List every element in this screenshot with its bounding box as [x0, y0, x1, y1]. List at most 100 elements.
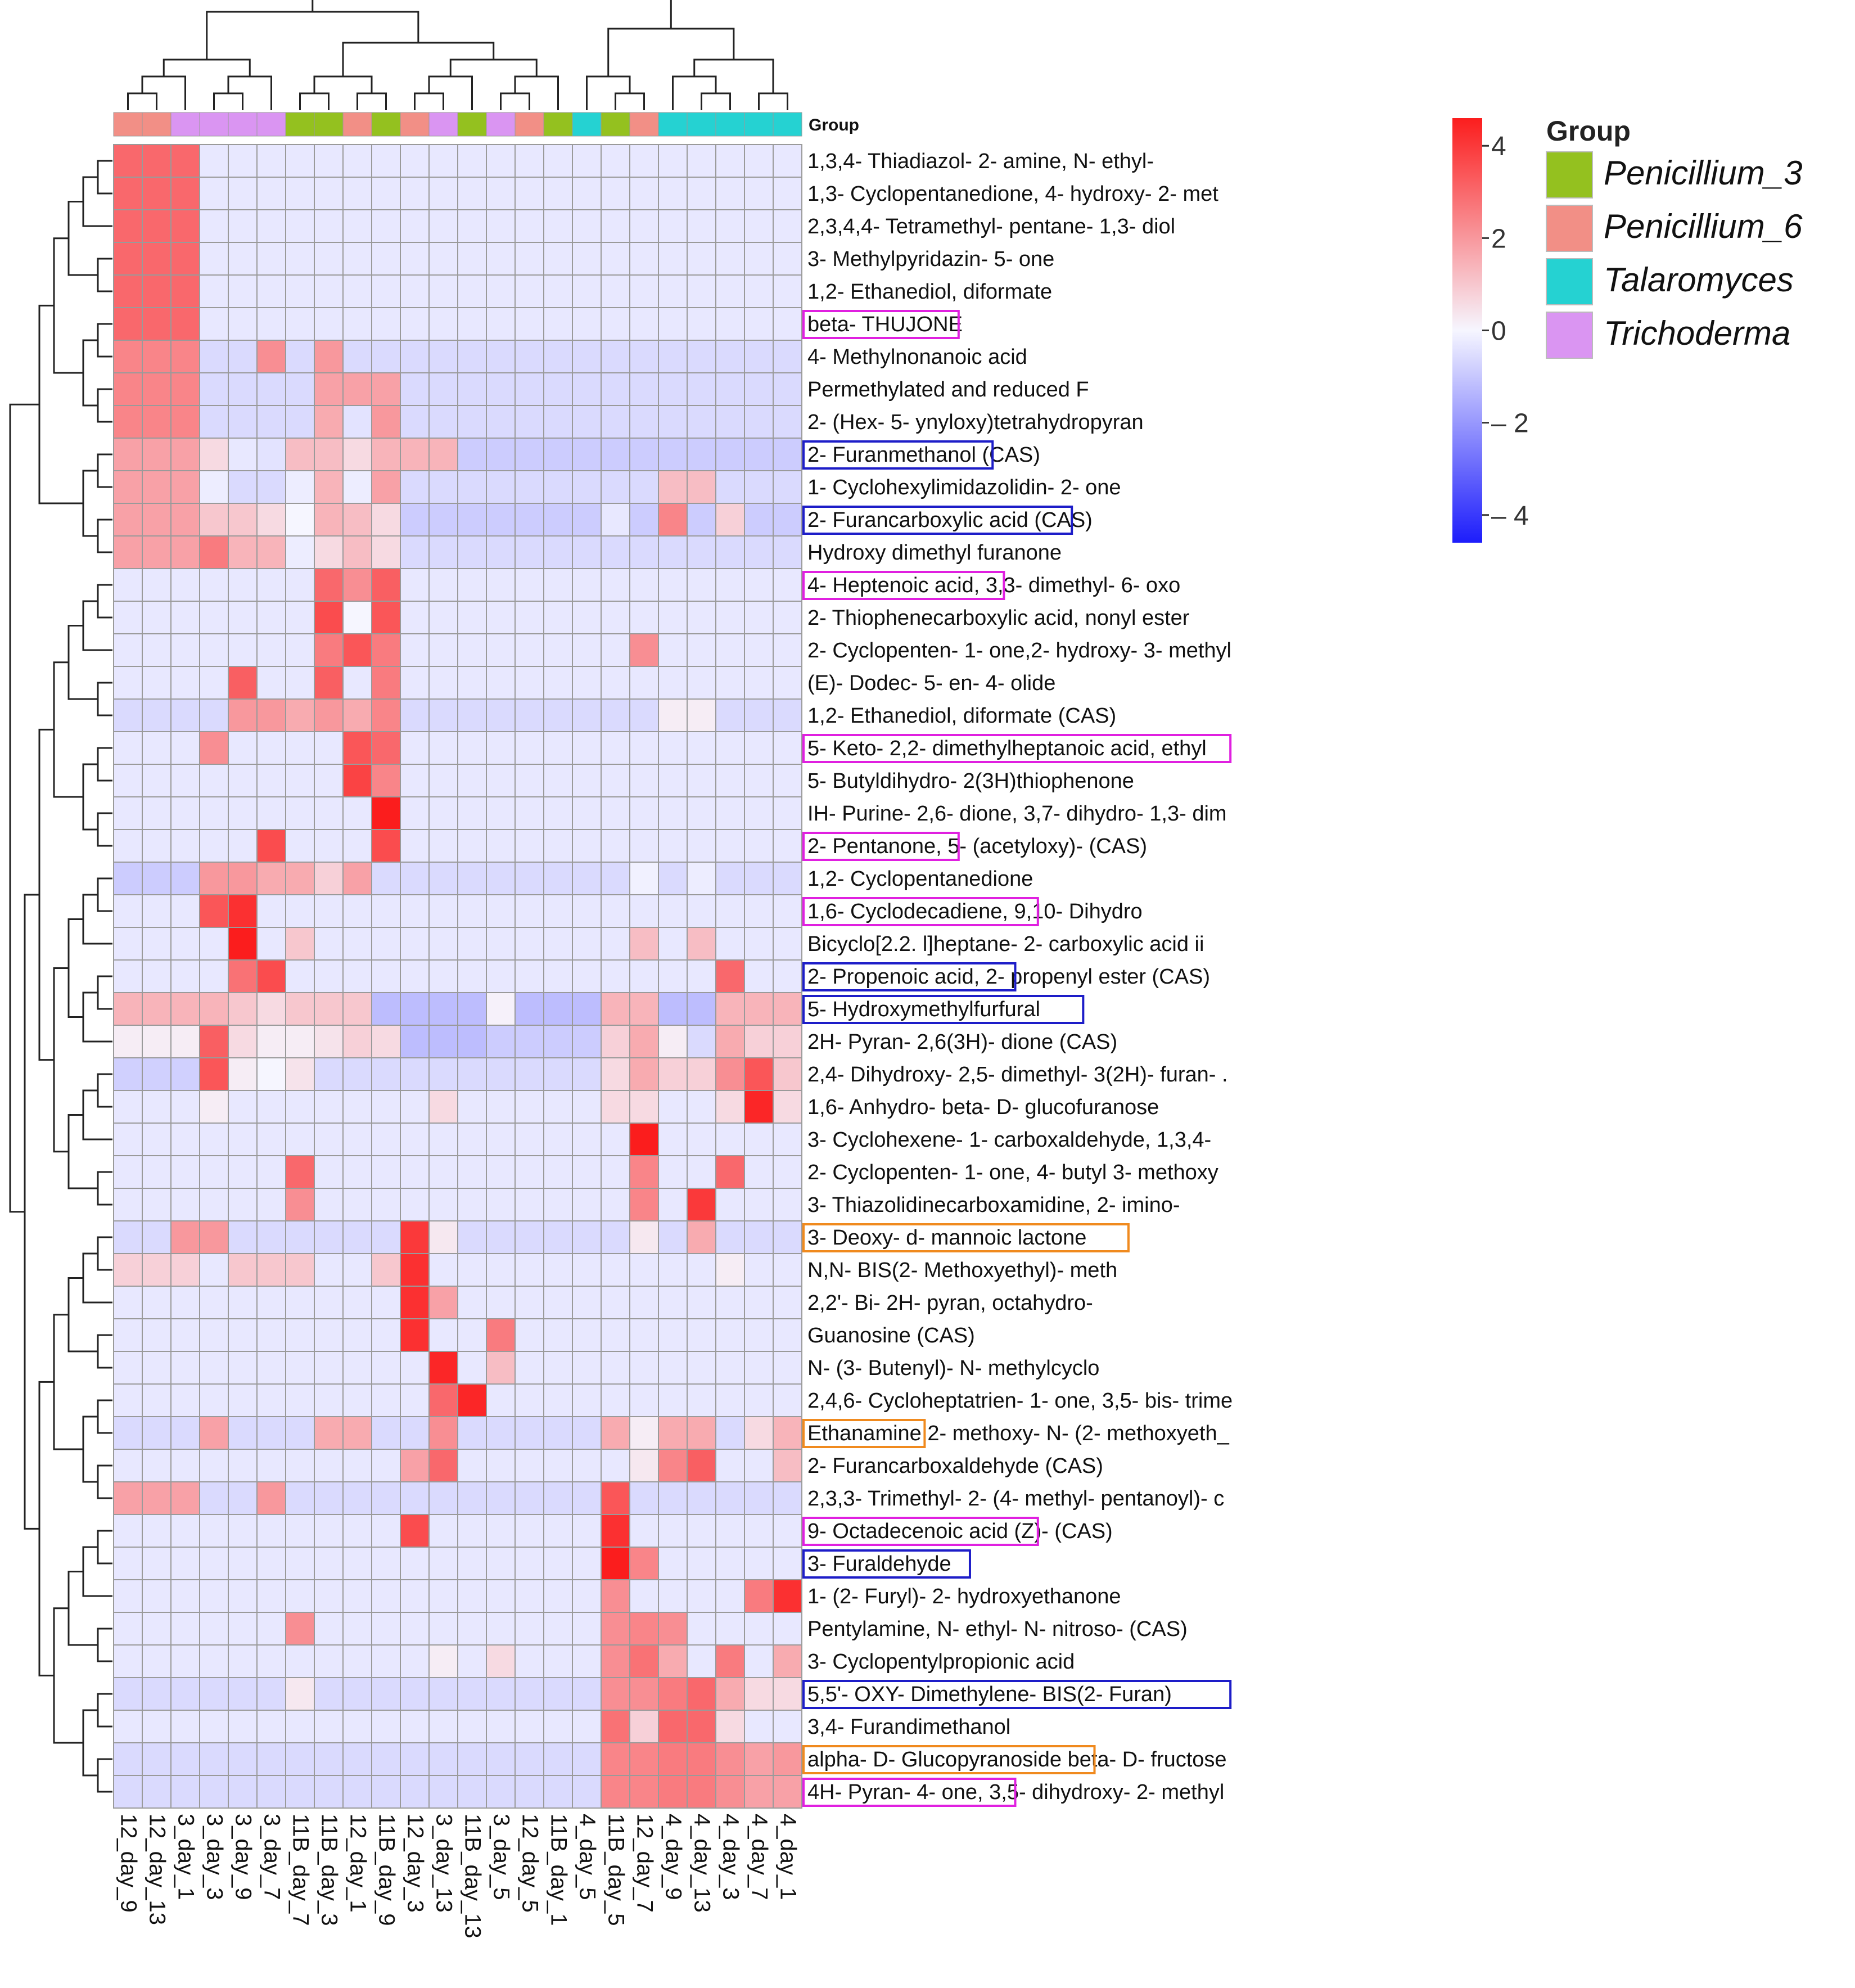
- heatmap-cell: [658, 1677, 688, 1711]
- heatmap-cell: [773, 1579, 802, 1613]
- heatmap-cell: [199, 503, 229, 537]
- heatmap-cell: [715, 1579, 745, 1613]
- heatmap-cell: [687, 894, 716, 928]
- heatmap-cell: [199, 666, 229, 700]
- heatmap-cell: [256, 177, 286, 210]
- heatmap-cell: [687, 731, 716, 765]
- heatmap-cell: [113, 1612, 143, 1646]
- heatmap-cell: [170, 764, 200, 797]
- heatmap-cell: [371, 535, 401, 569]
- heatmap-cell: [514, 1286, 544, 1319]
- heatmap-cell: [314, 503, 344, 537]
- heatmap-cell: [285, 307, 315, 341]
- heatmap-cell: [457, 1383, 487, 1417]
- heatmap-cell: [113, 307, 143, 341]
- heatmap-cell: [113, 1188, 143, 1221]
- heatmap-cell: [256, 470, 286, 504]
- heatmap-cell: [744, 209, 774, 243]
- heatmap-cell: [773, 1416, 802, 1450]
- heatmap-cell: [371, 1710, 401, 1743]
- heatmap-cell: [228, 1155, 258, 1189]
- heatmap-cell: [457, 1090, 487, 1124]
- heatmap-cell: [170, 1123, 200, 1156]
- dendrogram-branch: [97, 1693, 112, 1728]
- heatmap-cell: [228, 601, 258, 634]
- heatmap-cell: [113, 601, 143, 634]
- heatmap-cell: [457, 601, 487, 634]
- heatmap-cell: [142, 698, 171, 732]
- heatmap-cell: [371, 1677, 401, 1711]
- row-label: 1,2- Cyclopentanedione: [807, 867, 1033, 891]
- heatmap-cell: [658, 340, 688, 373]
- heatmap-cell: [687, 1025, 716, 1058]
- heatmap-cell: [658, 959, 688, 993]
- heatmap-cell: [142, 1514, 171, 1548]
- heatmap-cell: [314, 1775, 344, 1809]
- heatmap-cell: [256, 405, 286, 439]
- heatmap-cell: [601, 535, 630, 569]
- heatmap-cell: [170, 405, 200, 439]
- heatmap-cell: [199, 1057, 229, 1091]
- heatmap-cell: [514, 1710, 544, 1743]
- heatmap-cell: [486, 1220, 516, 1254]
- heatmap-cell: [486, 1644, 516, 1678]
- heatmap-cell: [744, 1057, 774, 1091]
- heatmap-cell: [457, 144, 487, 178]
- heatmap-cell: [428, 927, 458, 961]
- row-label: 5- Butyldihydro- 2(3H)thiophenone: [807, 769, 1134, 793]
- heatmap-cell: [142, 1547, 171, 1580]
- heatmap-cell: [285, 1025, 315, 1058]
- heatmap-cell: [629, 144, 659, 178]
- heatmap-cell: [142, 307, 171, 341]
- heatmap-cell: [428, 1220, 458, 1254]
- heatmap-cell: [342, 698, 372, 732]
- heatmap-cell: [314, 796, 344, 830]
- heatmap-cell: [342, 1481, 372, 1515]
- heatmap-cell: [256, 1253, 286, 1287]
- row-label: 2- Thiophenecarboxylic acid, nonyl ester: [807, 606, 1190, 630]
- row-label: N- (3- Butenyl)- N- methylcyclo: [807, 1356, 1099, 1380]
- heatmap-cell: [428, 242, 458, 276]
- heatmap-cell: [543, 666, 573, 700]
- heatmap-cell: [228, 862, 258, 895]
- heatmap-cell: [486, 633, 516, 667]
- row-label: IH- Purine- 2,6- dione, 3,7- dihydro- 1,…: [807, 802, 1227, 826]
- heatmap-cell: [514, 177, 544, 210]
- heatmap-cell: [601, 1155, 630, 1189]
- heatmap-cell: [715, 1481, 745, 1515]
- heatmap-cell: [629, 1253, 659, 1287]
- heatmap-cell: [428, 796, 458, 830]
- heatmap-cell: [629, 209, 659, 243]
- heatmap-cell: [715, 992, 745, 1026]
- heatmap-cell: [457, 1644, 487, 1678]
- heatmap-cell: [142, 1579, 171, 1613]
- heatmap-cell: [457, 927, 487, 961]
- heatmap-cell: [687, 177, 716, 210]
- dendrogram-branch: [53, 967, 69, 1153]
- heatmap-cell: [486, 1383, 516, 1417]
- heatmap-cell: [572, 1677, 602, 1711]
- heatmap-cell: [457, 666, 487, 700]
- heatmap-cell: [543, 1416, 573, 1450]
- heatmap-cell: [400, 568, 430, 602]
- heatmap-cell: [170, 470, 200, 504]
- heatmap-cell: [715, 340, 745, 373]
- heatmap-cell: [744, 1644, 774, 1678]
- heatmap-cell: [773, 1025, 802, 1058]
- heatmap-cell: [514, 764, 544, 797]
- group-cell: [371, 112, 401, 137]
- heatmap-cell: [314, 992, 344, 1026]
- heatmap-cell: [715, 438, 745, 471]
- heatmap-cell: [543, 1188, 573, 1221]
- row-label: (E)- Dodec- 5- en- 4- olide: [807, 671, 1055, 695]
- heatmap-cell: [572, 1710, 602, 1743]
- heatmap-cell: [687, 764, 716, 797]
- heatmap-cell: [687, 829, 716, 863]
- heatmap-cell: [601, 1253, 630, 1287]
- heatmap-cell: [113, 1351, 143, 1385]
- heatmap-cell: [514, 1547, 544, 1580]
- heatmap-cell: [228, 1481, 258, 1515]
- heatmap-cell: [572, 568, 602, 602]
- heatmap-cell: [601, 1710, 630, 1743]
- heatmap-cell: [715, 1416, 745, 1450]
